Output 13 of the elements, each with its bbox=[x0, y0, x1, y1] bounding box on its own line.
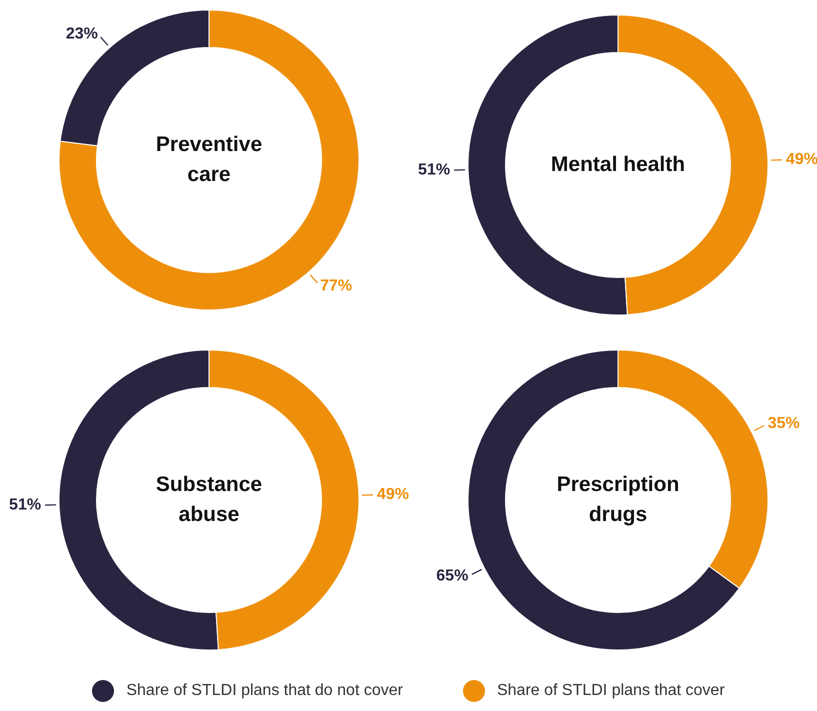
text: Prescription drugs bbox=[556, 472, 680, 526]
data-label: 77% bbox=[320, 277, 352, 294]
text: Preventive care bbox=[156, 132, 262, 186]
legend-label: Share of STLDI plans that do not cover bbox=[126, 682, 403, 700]
data-label: 35% bbox=[768, 415, 800, 432]
data-label: 65% bbox=[436, 568, 468, 585]
text: Substance abuse bbox=[156, 472, 262, 526]
data-label: 23% bbox=[66, 25, 98, 42]
text: Mental health bbox=[550, 152, 686, 176]
data-label: 51% bbox=[418, 162, 450, 179]
legend-label: Share of STLDI plans that cover bbox=[496, 682, 725, 700]
data-label: 49% bbox=[376, 486, 409, 504]
data-label: 51% bbox=[9, 496, 42, 514]
